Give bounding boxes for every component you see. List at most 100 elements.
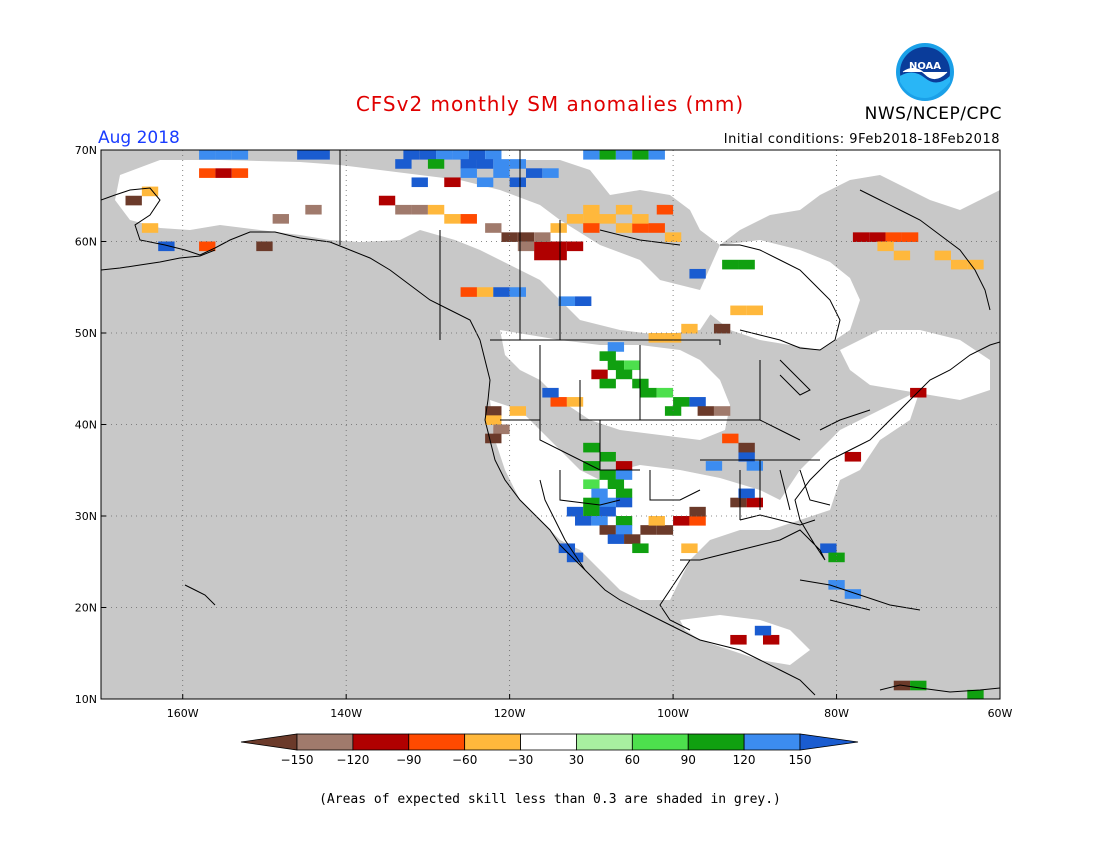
anomaly-cell xyxy=(746,461,763,471)
anomaly-cell xyxy=(664,406,682,416)
anomaly-cell xyxy=(534,250,551,261)
anomaly-cell xyxy=(632,543,649,554)
anomaly-cell xyxy=(476,159,494,169)
anomaly-cell xyxy=(583,204,600,215)
anomaly-cell xyxy=(517,241,535,252)
anomaly-cell xyxy=(141,223,159,233)
anomaly-cell xyxy=(411,204,428,215)
anomaly-cell xyxy=(436,150,453,160)
lat-tick-label: 60N xyxy=(75,236,97,249)
lat-tick-label: 50N xyxy=(75,327,97,340)
lat-tick-label: 20N xyxy=(75,602,97,615)
anomaly-cell xyxy=(599,351,616,361)
anomaly-cell xyxy=(599,150,616,160)
anomaly-cell xyxy=(566,214,584,224)
anomaly-cell xyxy=(452,150,469,160)
anomaly-cell xyxy=(640,387,657,398)
legend-bin xyxy=(352,733,410,751)
anomaly-cell xyxy=(460,168,477,178)
anomaly-cell xyxy=(509,287,526,297)
legend-label: 60 xyxy=(625,753,640,767)
anomaly-cell xyxy=(681,323,698,334)
anomaly-cell xyxy=(395,204,412,215)
anomaly-cell xyxy=(656,525,674,535)
anomaly-cell xyxy=(681,543,698,554)
anomaly-cell xyxy=(566,241,584,252)
anomaly-cell xyxy=(869,232,886,242)
agency-label: NWS/NCEP/CPC xyxy=(864,104,1002,124)
anomaly-cell xyxy=(673,516,690,526)
legend-bin-high-arrow xyxy=(799,733,859,751)
anomaly-cell xyxy=(493,424,510,435)
anomaly-cell xyxy=(615,516,633,526)
anomaly-cell xyxy=(591,488,608,499)
anomaly-cell xyxy=(632,223,649,233)
anomaly-cell xyxy=(272,214,289,224)
anomaly-cell xyxy=(950,259,968,270)
anomaly-cell xyxy=(599,214,616,224)
anomaly-cell xyxy=(967,689,984,699)
noaa-logo: NOAA xyxy=(896,43,954,101)
anomaly-cell xyxy=(599,525,616,535)
anomaly-cell xyxy=(550,397,567,407)
anomaly-cell xyxy=(215,150,232,160)
anomaly-cell xyxy=(901,232,919,242)
coastlines-and-borders xyxy=(101,150,1000,696)
anomaly-cell xyxy=(550,223,567,233)
anomaly-cell xyxy=(664,333,682,343)
anomaly-cell xyxy=(648,223,665,233)
lon-tick-label: 140W xyxy=(330,707,362,720)
anomaly-cell xyxy=(199,150,216,160)
anomaly-cell xyxy=(746,497,763,508)
anomaly-cell xyxy=(615,497,633,508)
anomaly-cell xyxy=(624,360,641,371)
legend-bin xyxy=(743,733,801,751)
legend-bin xyxy=(687,733,745,751)
anomaly-cell xyxy=(460,287,477,297)
anomaly-cell xyxy=(624,534,641,544)
anomaly-cell xyxy=(713,323,731,334)
anomaly-cell xyxy=(828,552,845,563)
anomaly-cell xyxy=(199,168,216,178)
anomaly-cell xyxy=(828,580,845,590)
anomaly-cell xyxy=(599,506,616,517)
logo-text: NOAA xyxy=(909,61,941,72)
legend-label: −120 xyxy=(336,753,369,767)
anomaly-cell xyxy=(558,543,576,554)
anomaly-cell xyxy=(583,150,600,160)
anomaly-cell xyxy=(910,680,927,691)
anomaly-cell xyxy=(542,168,559,178)
legend-label: 150 xyxy=(789,753,812,767)
lon-tick-label: 60W xyxy=(988,707,1013,720)
legend-label: −60 xyxy=(452,753,477,767)
map-title: CFSv2 monthly SM anomalies (mm) xyxy=(355,92,745,116)
anomaly-cell xyxy=(427,204,445,215)
legend-bin xyxy=(408,733,466,751)
anomaly-cell xyxy=(485,433,502,444)
forecast-month: Aug 2018 xyxy=(98,128,180,148)
legend-bin xyxy=(520,733,577,751)
anomaly-cell xyxy=(820,543,837,554)
anomaly-cell xyxy=(615,470,633,480)
anomaly-cell xyxy=(199,241,216,252)
anomaly-cell xyxy=(615,525,633,535)
anomaly-cell xyxy=(640,525,657,535)
anomaly-cell xyxy=(566,506,584,517)
anomaly-cell xyxy=(493,159,510,169)
anomaly-cell xyxy=(722,259,739,270)
anomaly-grid-cells xyxy=(125,150,984,699)
anomaly-cell xyxy=(893,250,911,261)
anomaly-cell xyxy=(534,241,551,252)
anomaly-cell xyxy=(575,296,592,307)
anomaly-cell xyxy=(419,150,437,160)
anomaly-cell xyxy=(615,204,633,215)
anomaly-cell xyxy=(689,397,706,407)
longitude-labels: 160W 140W 120W 100W 80W 60W xyxy=(167,694,1013,720)
anomaly-cell xyxy=(566,552,584,563)
anomaly-cell xyxy=(485,150,502,160)
anomaly-cell xyxy=(231,168,249,178)
anomaly-cell xyxy=(754,625,772,636)
anomaly-cell xyxy=(141,186,159,197)
legend-bin xyxy=(464,733,521,751)
anomaly-cell xyxy=(558,296,576,307)
